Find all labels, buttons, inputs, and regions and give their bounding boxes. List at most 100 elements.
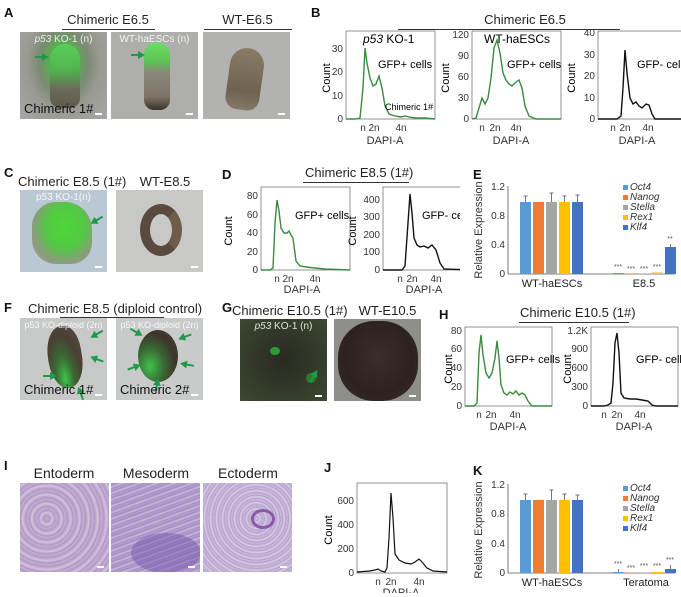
svg-text:DAPI-A: DAPI-A [406, 284, 443, 293]
svg-text:Count: Count [440, 63, 452, 92]
embryo-shape [338, 321, 418, 401]
image-caption: p53 KO-diploid (2n) [24, 320, 103, 330]
tissue-label-mesoderm: Mesoderm [122, 465, 190, 481]
legend-e: Oct4 Nanog Stella Rex1 Klf4 [623, 182, 660, 233]
svg-text:0: 0 [252, 265, 258, 276]
bars-e8-5: *** *** *** *** ** [613, 236, 676, 274]
svg-text:2n: 2n [619, 123, 630, 134]
svg-text:40: 40 [584, 28, 596, 39]
svg-text:WT-haESCs: WT-haESCs [484, 32, 550, 46]
embryo-image-chimeric-e8-5: p53 KO-1(n) [20, 190, 107, 272]
embryo-shape [140, 204, 182, 256]
svg-text:200: 200 [337, 544, 354, 555]
svg-text:DAPI-A: DAPI-A [616, 421, 653, 433]
panel-label-c: C [4, 165, 14, 180]
panel-f-header: Chimeric E8.5 (diploid control) [28, 301, 203, 316]
panel-label-g: G [222, 300, 233, 315]
tissue-region [251, 509, 275, 529]
svg-text:4n: 4n [642, 123, 653, 134]
svg-text:Relative Expression: Relative Expression [473, 181, 485, 278]
panel-label-d: D [222, 167, 232, 182]
panel-label-f: F [4, 300, 12, 315]
svg-text:Stella: Stella [630, 202, 655, 213]
svg-text:***: *** [614, 264, 622, 271]
svg-text:0: 0 [374, 265, 380, 276]
embryo-shape [32, 202, 92, 264]
svg-text:DAPI-A: DAPI-A [490, 421, 527, 433]
svg-text:60: 60 [451, 344, 463, 355]
svg-text:Oct4: Oct4 [630, 483, 652, 494]
svg-text:20: 20 [584, 71, 596, 82]
embryo-image-wt-e8-5 [116, 190, 203, 272]
svg-text:0.8: 0.8 [491, 211, 505, 222]
svg-text:GFP+ cells: GFP+ cells [378, 59, 433, 71]
panel-k-bar-chart: Relative Expression 0 0.4 0.8 1.2 *** **… [473, 480, 676, 589]
tissue-label-entoderm: Entoderm [33, 465, 95, 481]
svg-text:Count: Count [323, 515, 335, 544]
scale-bar [409, 395, 416, 397]
svg-text:40: 40 [451, 363, 463, 374]
scale-bar [188, 566, 195, 568]
histology-image-mesoderm [111, 483, 200, 572]
svg-text:0.8: 0.8 [491, 509, 505, 520]
svg-text:2n: 2n [282, 274, 293, 285]
svg-text:Chimeric 1#: Chimeric 1# [385, 102, 433, 112]
svg-text:Teratoma: Teratoma [623, 577, 670, 589]
embryo-shape [138, 330, 178, 382]
svg-text:2n: 2n [489, 123, 500, 134]
svg-text:1.2K: 1.2K [567, 326, 588, 337]
svg-text:***: *** [653, 563, 661, 570]
svg-text:200: 200 [363, 230, 380, 241]
svg-text:900: 900 [571, 344, 588, 355]
svg-text:80: 80 [247, 191, 259, 202]
green-arrow-icon [131, 51, 145, 59]
svg-text:Count: Count [347, 216, 359, 245]
svg-text:2n: 2n [611, 410, 622, 421]
panel-a-header-line [62, 29, 155, 30]
svg-text:20: 20 [247, 247, 259, 258]
bars-wt-haescs [520, 489, 583, 573]
svg-text:20: 20 [451, 382, 463, 393]
svg-text:10: 10 [584, 93, 596, 104]
svg-text:WT-haESCs: WT-haESCs [522, 278, 583, 288]
green-arrow-icon [88, 353, 99, 363]
histogram-d2: Count 0 100 200 300 400 n 2n 4n DAPI-A G… [347, 186, 460, 293]
svg-text:Count: Count [443, 354, 455, 383]
panel-a-header-wt: WT-E6.5 [222, 12, 273, 27]
embryo-image-wt-e6-5 [203, 32, 290, 119]
svg-text:DAPI-A: DAPI-A [284, 284, 321, 293]
svg-text:600: 600 [571, 363, 588, 374]
svg-text:p53 KO-1: p53 KO-1 [362, 32, 415, 46]
scale-bar [278, 113, 285, 115]
svg-text:n: n [375, 577, 381, 588]
green-arrow-icon [179, 359, 188, 369]
image-bottom-label: Chimeric 2# [120, 382, 190, 397]
svg-text:400: 400 [337, 520, 354, 531]
svg-text:**: ** [667, 236, 673, 243]
panel-label-k: K [473, 463, 483, 478]
svg-text:***: *** [666, 557, 674, 564]
scale-bar [186, 113, 193, 115]
panel-label-e: E [473, 167, 482, 182]
svg-text:GFP+ cells: GFP+ cells [507, 59, 562, 71]
panel-f-header-line [60, 317, 164, 318]
image-caption: p53 KO-1(n) [35, 192, 92, 203]
panel-j-histogram: Count 0 200 400 600 n 2n 4n DAPI-A [323, 482, 448, 593]
histogram-h2: Count 0 300 600 900 1.2K n 2n 4n DAPI-A … [562, 326, 681, 433]
svg-text:30: 30 [584, 50, 596, 61]
svg-text:4n: 4n [510, 123, 521, 134]
svg-text:300: 300 [363, 212, 380, 223]
svg-text:***: *** [627, 266, 635, 273]
green-arrow-icon [35, 53, 49, 61]
scale-bar [95, 266, 102, 268]
panel-h-header-line [519, 322, 629, 323]
svg-text:2n: 2n [385, 577, 396, 588]
histology-image-ectoderm [203, 483, 292, 572]
embryo-image-diploid-chimeric-1: p53 KO-diploid (2n) Chimeric 1# [20, 318, 107, 400]
image-bottom-label: Chimeric 1# [24, 101, 94, 116]
panel-g-header-chimeric: Chimeric E10.5 (1#) [232, 303, 348, 318]
svg-text:80: 80 [451, 326, 463, 337]
svg-text:2n: 2n [368, 123, 379, 134]
svg-text:GFP+ cells: GFP+ cells [295, 210, 350, 222]
panel-e-bar-chart: Relative Expression 0 0.4 0.8 1.2 *** **… [473, 181, 676, 288]
